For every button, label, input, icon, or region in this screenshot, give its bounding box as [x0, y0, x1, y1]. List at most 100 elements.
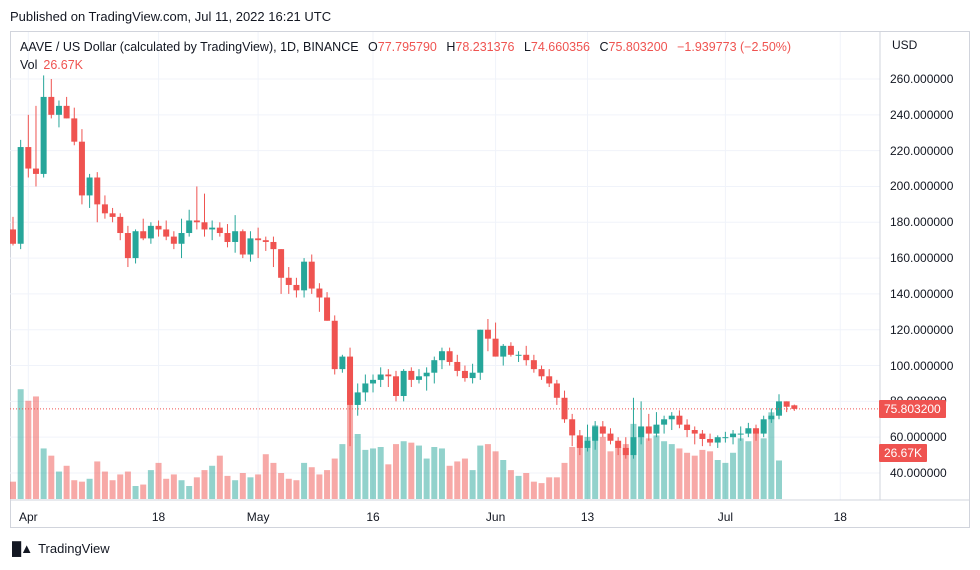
volume-bar [186, 486, 193, 499]
candle [607, 428, 614, 445]
candle [714, 435, 721, 448]
y-tick-label: 180.000000 [890, 215, 954, 230]
volume-bar [707, 451, 714, 499]
candle-body [469, 372, 476, 379]
candle [722, 431, 729, 443]
candle [347, 347, 354, 447]
candle [278, 249, 285, 294]
candle [699, 430, 706, 447]
candle-body [186, 220, 193, 234]
candle-body [722, 437, 729, 439]
candle-body [316, 288, 323, 298]
volume-bar [408, 442, 415, 499]
candle-body [370, 379, 377, 384]
candle-body [247, 238, 254, 255]
volume-bar [569, 447, 576, 499]
volume-bar [232, 480, 239, 499]
candle-body [668, 415, 675, 420]
candle-body [347, 356, 354, 405]
candle-body [255, 238, 262, 241]
candle [163, 220, 170, 241]
volume-bar [423, 458, 430, 499]
volume-legend: Vol 26.67K [20, 58, 83, 72]
candle-body [324, 297, 331, 321]
candle [55, 100, 62, 128]
chart-frame[interactable] [10, 31, 970, 528]
volume-bar [645, 438, 652, 499]
last-price-badge: 75.803200 [879, 399, 946, 418]
candle [377, 367, 384, 388]
candle-body [599, 426, 606, 434]
candle [515, 351, 522, 362]
candle [94, 172, 101, 223]
candle-body [308, 261, 315, 289]
candle-body [101, 204, 108, 214]
candle [615, 437, 622, 456]
volume-bar [293, 480, 300, 499]
candle [791, 404, 798, 411]
volume-bar [201, 470, 208, 499]
volume-bar [354, 434, 361, 499]
candle [553, 379, 560, 405]
candle-body [117, 216, 124, 234]
last-volume-badge: 26.67K [879, 444, 928, 463]
candle-body [109, 213, 116, 217]
x-tick-label: 13 [580, 510, 595, 524]
candle [370, 374, 377, 393]
volume-bar [17, 389, 24, 499]
volume-bar [25, 400, 32, 499]
candle-body [461, 370, 468, 379]
candle-body [553, 383, 560, 398]
candle-body [492, 338, 499, 357]
volume-bar [753, 429, 760, 499]
candle-body [40, 96, 47, 174]
candle [331, 315, 338, 375]
candle [193, 186, 200, 230]
volume-bar [469, 470, 476, 499]
y-tick-label: 260.000000 [890, 72, 954, 86]
x-tick-label: 18 [151, 510, 166, 524]
candle-body [224, 233, 231, 242]
candle [469, 363, 476, 384]
candle [630, 397, 637, 459]
candle [209, 220, 216, 241]
candle-body [339, 356, 346, 370]
candle-body [415, 376, 422, 380]
candle [768, 408, 775, 423]
candle [393, 370, 399, 402]
candle-body [630, 437, 637, 456]
volume-bar [316, 474, 323, 499]
candle-body [285, 277, 292, 285]
candle-body [10, 229, 16, 244]
symbol-title[interactable]: AAVE / US Dollar (calculated by TradingV… [20, 40, 359, 54]
candle [400, 369, 407, 402]
candle-body [561, 397, 568, 420]
x-tick-label: Apr [18, 510, 38, 524]
candle-body [400, 370, 407, 396]
footer-brand[interactable]: █▲ TradingView [12, 541, 110, 556]
candle [546, 369, 553, 388]
candle-body [147, 225, 154, 239]
y-tick-label: 40.000000 [890, 466, 947, 480]
candle-body [293, 284, 300, 291]
volume-bar [431, 447, 438, 499]
volume-bar [730, 452, 737, 499]
volume-bar [155, 462, 162, 499]
candle [691, 426, 698, 445]
volume-bar [722, 462, 729, 499]
y-tick-label: 220.000000 [890, 143, 954, 158]
y-tick-label: 200.000000 [890, 179, 954, 194]
y-tick-label: 160.000000 [890, 251, 954, 266]
candle [584, 424, 591, 452]
candle [17, 139, 24, 250]
candle [668, 412, 675, 431]
volume-bar [94, 461, 101, 499]
volume-bar [530, 481, 537, 499]
candle-body [78, 141, 85, 196]
volume-bar [492, 451, 499, 499]
candle-body [691, 430, 698, 434]
candle [101, 195, 108, 219]
volume-bar [576, 442, 583, 499]
volume-bar [40, 448, 47, 499]
